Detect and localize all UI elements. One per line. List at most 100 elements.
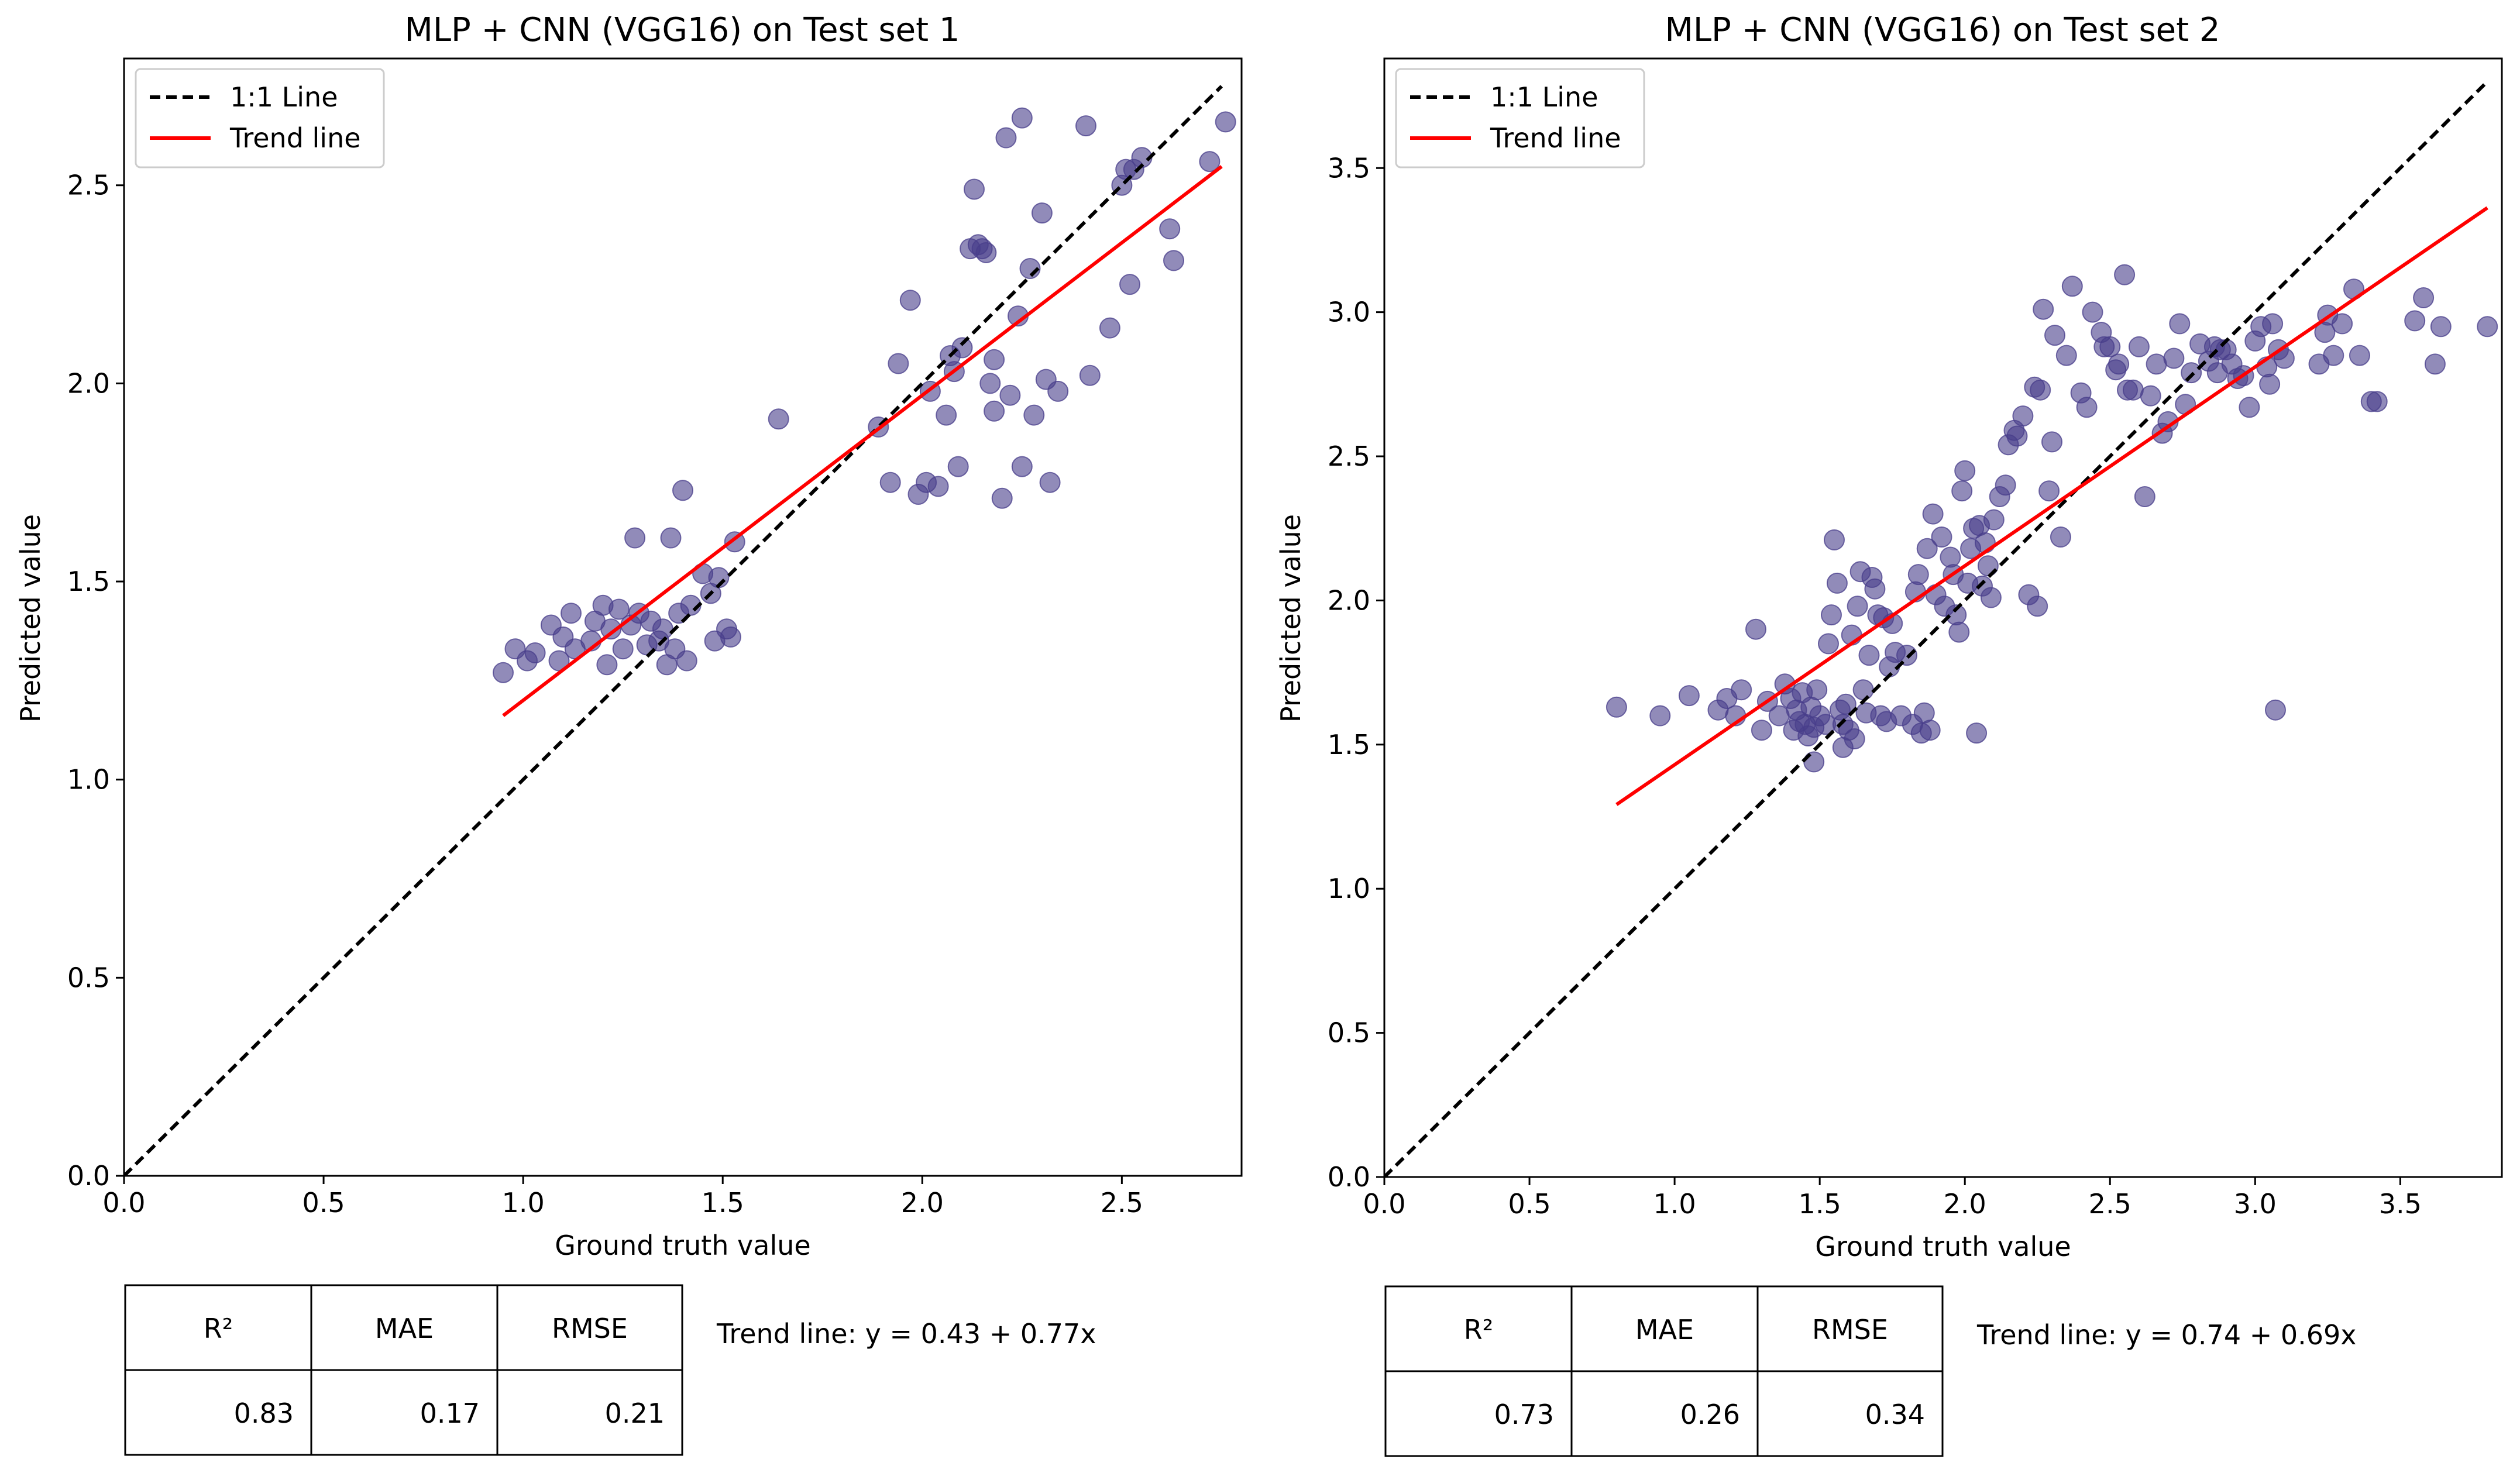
chart-2-data-point (1751, 720, 1772, 741)
chart-1-axes-frame (123, 57, 1243, 1177)
chart-2-data-point (2404, 310, 2426, 332)
chart-2-trend-equation: Trend line: y = 0.74 + 0.69x (1976, 1319, 2357, 1351)
chart-2-data-point (2006, 425, 2028, 447)
chart-2-table-value-r2: 0.73 (1494, 1399, 1554, 1430)
chart-2-x-tick-label: 0.0 (1363, 1188, 1405, 1220)
chart-2-y-tick-label: 3.0 (1328, 297, 1370, 328)
chart-2-data-point (1922, 503, 1944, 525)
chart-1-y-tick-label: 0.0 (67, 1160, 110, 1192)
chart-test-set-2: MLP + CNN (VGG16) on Test set 2 0.0 0.5 1.… (1275, 11, 2503, 1457)
chart-1-data-point (984, 400, 1005, 422)
chart-1-data-point (1099, 317, 1120, 339)
chart-2-data-point (2076, 397, 2098, 418)
chart-2-data-point (2349, 345, 2370, 366)
chart-2-data-point (1980, 587, 2002, 608)
chart-2-data-point (2181, 362, 2202, 384)
chart-2-x-axis-label: Ground truth value (1815, 1231, 2071, 1262)
chart-2-data-point (2262, 313, 2284, 335)
chart-1-data-point (1159, 218, 1181, 240)
chart-2-plot-area: 0.0 0.5 1.0 1.5 2.0 2.5 3.0 3.5 0.0 0.5 1.0 1.5 2.0… (1328, 57, 2503, 1220)
chart-1-data-point (1047, 380, 1069, 402)
chart-1-y-tick-label: 2.5 (67, 170, 110, 201)
chart-1-x-tick-label: 0.0 (102, 1187, 145, 1219)
chart-2-data-point (1896, 645, 1917, 666)
chart-2-y-tick-label: 2.0 (1328, 584, 1370, 616)
chart-1-data-point (1011, 456, 1033, 477)
chart-1-legend-box (135, 68, 385, 168)
chart-2-data-point (1678, 685, 1700, 707)
chart-1-legend-label-trend: Trend line (229, 122, 361, 154)
chart-2-data-point (2012, 405, 2034, 427)
chart-2-data-point (2061, 276, 2083, 297)
chart-2-data-point (2265, 699, 2286, 721)
chart-2-table-header-r2: R² (1464, 1314, 1493, 1345)
chart-2-legend-label-trend: Trend line (1490, 122, 1621, 154)
chart-2-data-point (2082, 301, 2103, 323)
chart-1-data-point (768, 408, 789, 430)
chart-2-data-point (2430, 316, 2452, 338)
chart-2-y-tick-label: 2.5 (1328, 440, 1370, 472)
chart-1-data-point (995, 127, 1017, 149)
chart-1-table-value-r2: 0.83 (234, 1398, 294, 1429)
chart-2-data-point (1864, 578, 1886, 600)
chart-2-data-point (1931, 526, 1952, 548)
chart-1-y-tick-label: 1.5 (67, 566, 110, 597)
chart-1-data-point (548, 650, 570, 672)
chart-1-data-point (493, 662, 514, 683)
chart-1-x-axis-label: Ground truth value (555, 1230, 810, 1261)
chart-2-axes-frame (1383, 57, 2503, 1178)
chart-1-data-point (676, 650, 697, 672)
chart-1-table-header-rmse: RMSE (552, 1313, 628, 1344)
chart-2-data-point (1847, 596, 1868, 617)
chart-1-table-header-r2: R² (204, 1313, 233, 1344)
chart-2-data-point (1852, 679, 1874, 701)
chart-1-data-point (1075, 115, 1096, 137)
chart-1-data-point (1163, 250, 1184, 271)
chart-2-x-tick-label: 3.0 (2234, 1188, 2277, 1220)
chart-2-data-point (1818, 633, 1839, 655)
chart-1-data-point (888, 353, 909, 374)
chart-2-data-point (2332, 313, 2353, 335)
chart-2-x-tick-label: 2.0 (1944, 1188, 1986, 1220)
chart-2-data-point (2424, 353, 2446, 375)
chart-2-x-tick-label: 0.5 (1508, 1188, 1550, 1220)
chart-2-x-tick-label: 1.0 (1653, 1188, 1696, 1220)
chart-2-data-point (1649, 705, 1671, 727)
chart-1-data-point (672, 480, 693, 501)
chart-1-legend: 1:1 Line Trend line (135, 68, 385, 168)
chart-2-data-point (1948, 621, 1970, 643)
chart-1-data-point (899, 290, 921, 311)
chart-1-data-point (612, 638, 634, 660)
chart-1-table-value-rmse: 0.21 (605, 1398, 665, 1429)
chart-2-y-tick-label: 0.0 (1328, 1161, 1370, 1193)
chart-2-data-point (1824, 529, 1845, 550)
chart-1-data-point (951, 337, 973, 359)
chart-2-data-point (2163, 347, 2185, 369)
chart-1-data-point (979, 373, 1001, 394)
chart-1-data-point (927, 476, 949, 497)
chart-2-data-point (1995, 474, 2016, 496)
chart-2-metrics-table: R² MAE RMSE 0.73 0.26 0.34 (1384, 1285, 1944, 1457)
chart-2-data-point (2259, 373, 2281, 395)
chart-1-data-point (608, 598, 630, 620)
chart-2-data-point (2055, 345, 2077, 366)
chart-1-x-tick-label: 2.0 (901, 1187, 944, 1219)
chart-1-y-tick-label: 1.0 (67, 764, 110, 796)
chart-1-plot-area: 0.0 0.5 1.0 1.5 2.0 2.5 0.0 0.5 1.0 1.5 2.0 2.5 (67, 57, 1243, 1219)
chart-1-data-point (660, 527, 682, 549)
chart-test-set-1: MLP + CNN (VGG16) on Test set 1 0.0 0.5 1.… (15, 11, 1243, 1456)
chart-2-data-point (2134, 486, 2155, 507)
chart-2-table-header-rmse: RMSE (1812, 1314, 1888, 1345)
chart-2-data-point (1966, 722, 1988, 744)
chart-2-data-point (1768, 705, 1790, 727)
chart-2-data-point (1983, 509, 2005, 531)
chart-2-data-point (2140, 385, 2161, 407)
chart-2-y-tick-label: 0.5 (1328, 1017, 1370, 1049)
chart-2-data-point (1940, 546, 1961, 568)
chart-1-data-point (1011, 107, 1033, 129)
chart-2-y-tick-label: 3.5 (1328, 152, 1370, 184)
chart-1-data-point (652, 618, 673, 640)
chart-2-y-tick-label: 1.0 (1328, 873, 1370, 904)
chart-2-data-point (1858, 645, 1880, 666)
chart-1-data-point (1199, 151, 1221, 173)
